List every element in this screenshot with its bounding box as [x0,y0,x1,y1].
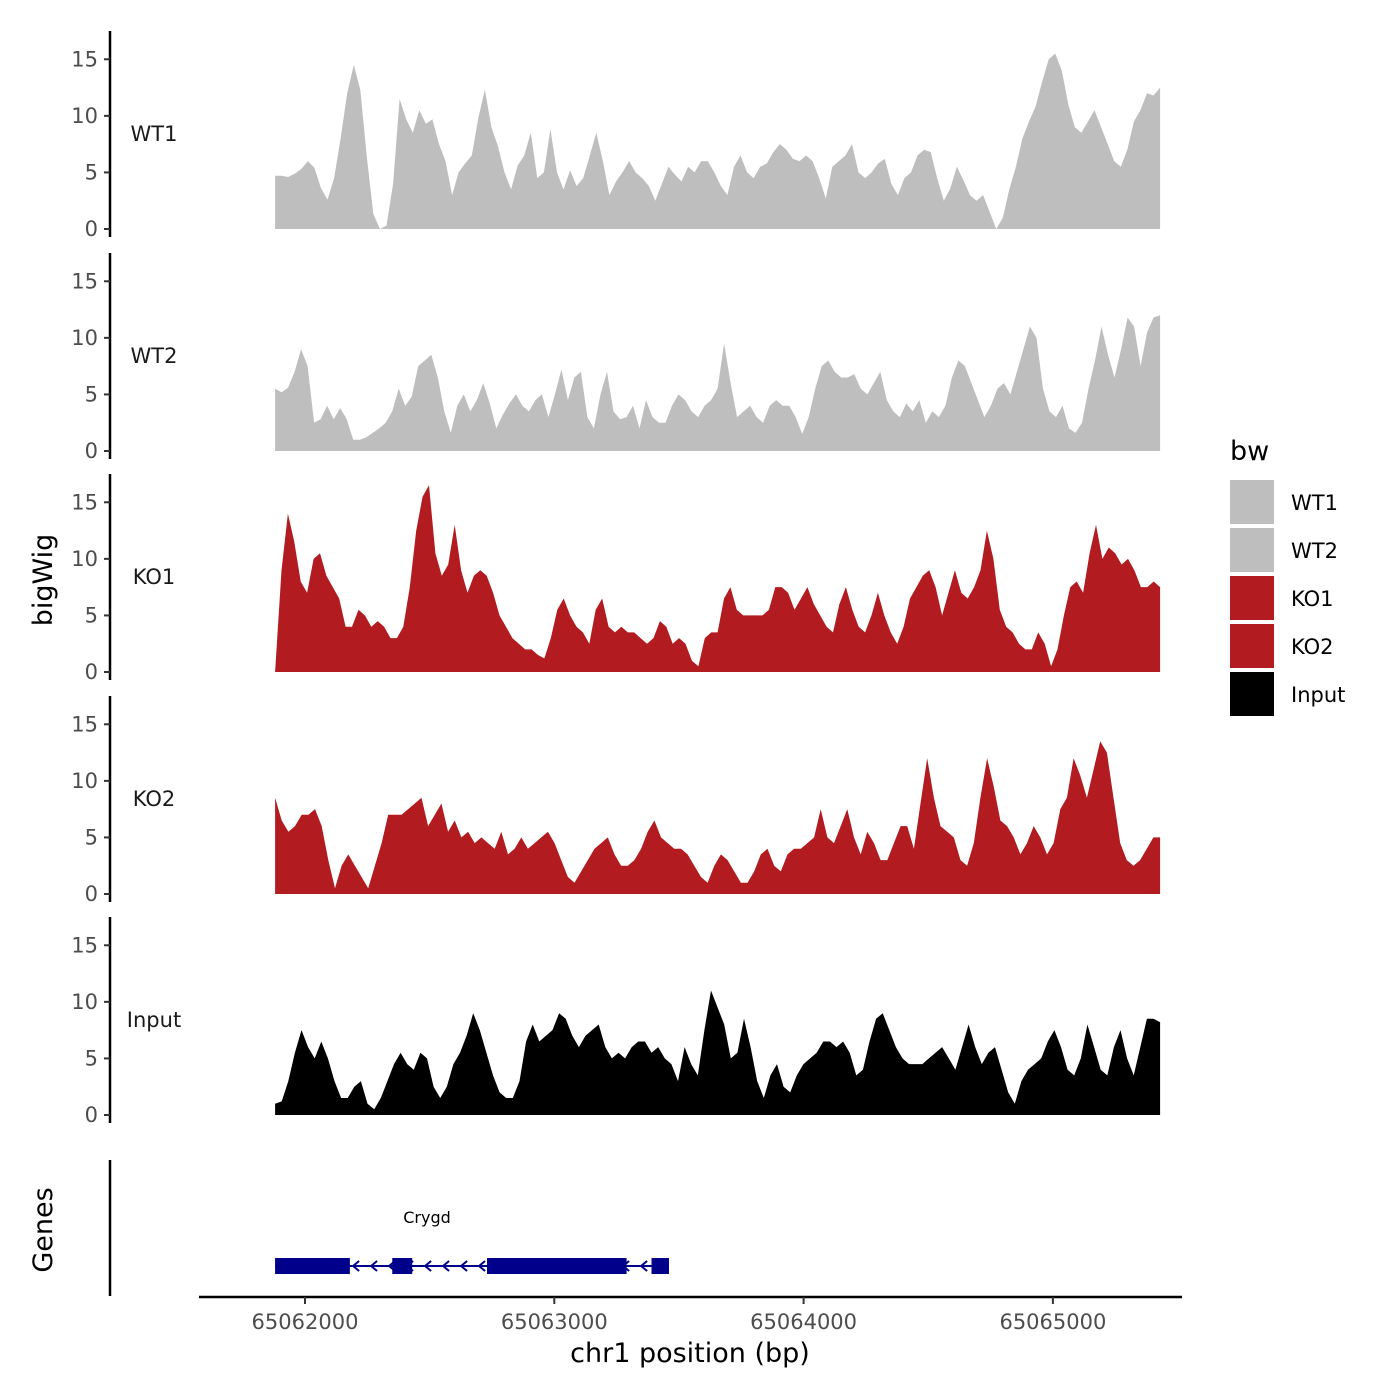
y-tick-label: 10 [71,769,98,793]
area-wt2 [275,315,1161,451]
area-ko1 [275,485,1161,672]
strand-arrow-icon [279,1260,288,1272]
y-tick-label: 0 [85,660,98,684]
x-tick-label: 65064000 [750,1310,857,1334]
y-tick-label: 15 [71,933,98,957]
strand-arrow-icon [603,1260,612,1272]
tracks-group: 0 5 10 15 WT1 0 5 10 15 WT2 0 5 10 15 KO1 0 5 10 15 KO2 0 5 10… [71,31,1161,1127]
gene-exon [275,1258,350,1274]
strand-arrow-icon [315,1260,324,1272]
legend-item-input: Input [1230,672,1345,716]
legend-swatch [1230,624,1274,668]
y-tick-label: 15 [71,712,98,736]
track-label: KO2 [133,787,176,811]
strand-arrow-icon [405,1260,414,1272]
y-tick-label: 5 [85,382,98,406]
legend-swatch [1230,576,1274,620]
legend-item-ko1: KO1 [1230,576,1334,620]
legend: bw WT1 WT2 KO1 KO2 Input [1230,436,1345,716]
legend-swatch [1230,480,1274,524]
genes-panel: Crygd [108,1160,669,1296]
area-wt1 [275,53,1161,229]
y-tick-label: 0 [85,217,98,241]
y-tick-label: 15 [71,47,98,71]
y-tick-label: 5 [85,1046,98,1070]
legend-label: KO1 [1291,587,1334,611]
y-tick-label: 5 [85,160,98,184]
y-tick-label: 5 [85,825,98,849]
area-ko2 [275,741,1161,894]
legend-label: WT2 [1291,539,1338,563]
strand-arrow-icon [441,1260,450,1272]
strand-arrow-icon [333,1260,342,1272]
legend-item-wt2: WT2 [1230,528,1338,572]
y-tick-label: 10 [71,547,98,571]
x-tick-label: 65062000 [252,1310,359,1334]
legend-label: WT1 [1291,491,1338,515]
track-label: WT1 [131,122,178,146]
x-tick-label: 65063000 [501,1310,608,1334]
y-tick-label: 0 [85,882,98,906]
y-axis-title: bigWig [28,534,59,627]
x-axis-title: chr1 position (bp) [570,1338,810,1369]
y-tick-label: 10 [71,990,98,1014]
legend-item-wt1: WT1 [1230,480,1338,524]
strand-arrow-icon [477,1260,486,1272]
track-label: Input [127,1008,181,1032]
strand-arrow-icon [657,1260,666,1272]
strand-arrow-icon [495,1260,504,1272]
y-tick-label: 10 [71,326,98,350]
legend-label: Input [1291,683,1345,707]
strand-arrow-icon [459,1260,468,1272]
gene-crygd: Crygd [275,1208,669,1274]
strand-arrow-icon [621,1260,630,1272]
legend-swatch [1230,528,1274,572]
y-tick-label: 5 [85,603,98,627]
strand-arrow-icon [531,1260,540,1272]
gene-label: Crygd [403,1208,451,1227]
y-tick-label: 15 [71,490,98,514]
legend-item-ko2: KO2 [1230,624,1334,668]
area-input [275,990,1161,1115]
x-axis: 65062000 65063000 65064000 65065000 [199,1295,1182,1334]
strand-arrow-icon [387,1260,396,1272]
strand-arrow-icon [567,1260,576,1272]
y-tick-label: 10 [71,104,98,128]
track-label: KO1 [133,565,176,589]
strand-arrow-icon [297,1260,306,1272]
strand-arrow-icon [351,1260,360,1272]
strand-arrow-icon [549,1260,558,1272]
x-tick-label: 65065000 [999,1310,1106,1334]
track-input: 0 5 10 15 Input [71,917,1161,1127]
strand-arrow-icon [639,1260,648,1272]
track-label: WT2 [131,344,178,368]
track-ko2: 0 5 10 15 KO2 [71,696,1161,906]
strand-arrow-icon [423,1260,432,1272]
y-tick-label: 15 [71,269,98,293]
gene-exon [392,1258,413,1274]
legend-label: KO2 [1291,635,1334,659]
track-wt1: 0 5 10 15 WT1 [71,31,1161,241]
strand-arrow-icon [513,1260,522,1272]
y-tick-label: 0 [85,1103,98,1127]
track-ko1: 0 5 10 15 KO1 [71,474,1161,684]
y-tick-label: 0 [85,439,98,463]
genes-panel-title: Genes [28,1187,59,1272]
legend-title: bw [1230,436,1269,467]
strand-arrow-icon [369,1260,378,1272]
legend-swatch [1230,672,1274,716]
track-wt2: 0 5 10 15 WT2 [71,253,1161,463]
strand-arrow-icon [585,1260,594,1272]
